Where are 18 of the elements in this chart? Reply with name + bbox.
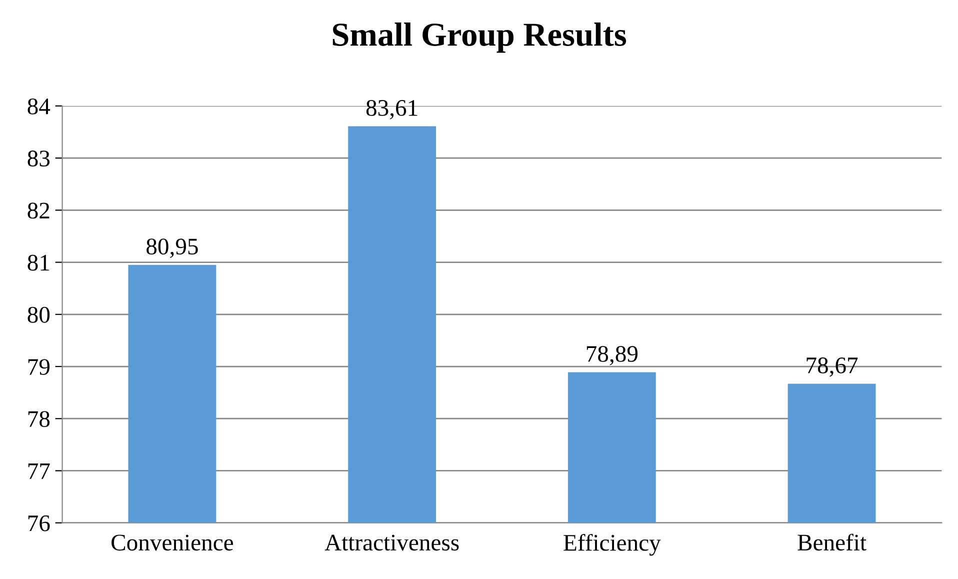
y-tick-label: 84 bbox=[28, 98, 50, 114]
y-tick-label: 79 bbox=[28, 359, 50, 375]
y-tick-label: 81 bbox=[28, 254, 50, 271]
y-tick-label: 78 bbox=[28, 411, 50, 428]
x-tick-label: Attractiveness bbox=[324, 534, 459, 551]
x-tick-label: Convenience bbox=[112, 534, 234, 551]
data-label: 78,67 bbox=[806, 357, 858, 377]
x-tick-label: Efficiency bbox=[564, 534, 661, 556]
data-label: 83,61 bbox=[366, 100, 418, 120]
y-tick-label: 76 bbox=[28, 515, 50, 532]
y-tick-label: 83 bbox=[28, 150, 50, 166]
y-tick-label: 82 bbox=[28, 202, 50, 219]
x-tick-label: Benefit bbox=[798, 534, 866, 551]
y-tick-label: 77 bbox=[28, 463, 50, 479]
chart-title: Small Group Results bbox=[332, 22, 626, 53]
y-tick-label: 80 bbox=[28, 306, 50, 323]
data-label: 78,89 bbox=[586, 346, 638, 366]
data-label: 80,95 bbox=[146, 238, 198, 258]
